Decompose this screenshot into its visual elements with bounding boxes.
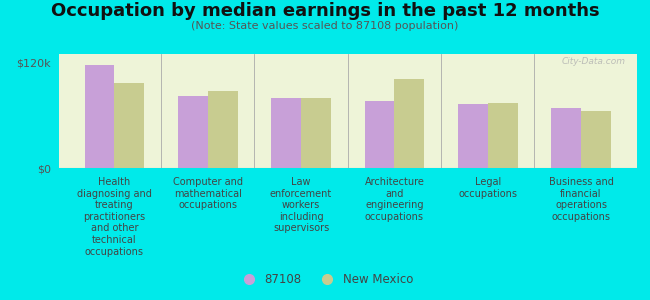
Bar — [581, 111, 611, 168]
Bar — [84, 64, 114, 168]
Legend: 87108, New Mexico: 87108, New Mexico — [232, 269, 418, 291]
Bar — [301, 98, 331, 168]
Bar — [271, 98, 301, 168]
Bar — [365, 101, 395, 168]
Text: Computer and
mathematical
occupations: Computer and mathematical occupations — [173, 177, 243, 210]
Text: City-Data.com: City-Data.com — [562, 57, 625, 66]
Bar — [458, 104, 488, 168]
Text: Law
enforcement
workers
including
supervisors: Law enforcement workers including superv… — [270, 177, 332, 233]
Bar — [395, 79, 424, 168]
Text: Business and
financial
operations
occupations: Business and financial operations occupa… — [549, 177, 614, 222]
Bar — [551, 108, 581, 168]
Text: (Note: State values scaled to 87108 population): (Note: State values scaled to 87108 popu… — [191, 21, 459, 31]
Text: Health
diagnosing and
treating
practitioners
and other
technical
occupations: Health diagnosing and treating practitio… — [77, 177, 152, 256]
Text: Architecture
and
engineering
occupations: Architecture and engineering occupations — [365, 177, 424, 222]
Bar — [114, 83, 144, 168]
Bar — [488, 103, 517, 168]
Text: Occupation by median earnings in the past 12 months: Occupation by median earnings in the pas… — [51, 2, 599, 20]
Bar — [178, 96, 208, 168]
Bar — [208, 91, 238, 168]
Text: Legal
occupations: Legal occupations — [458, 177, 517, 199]
